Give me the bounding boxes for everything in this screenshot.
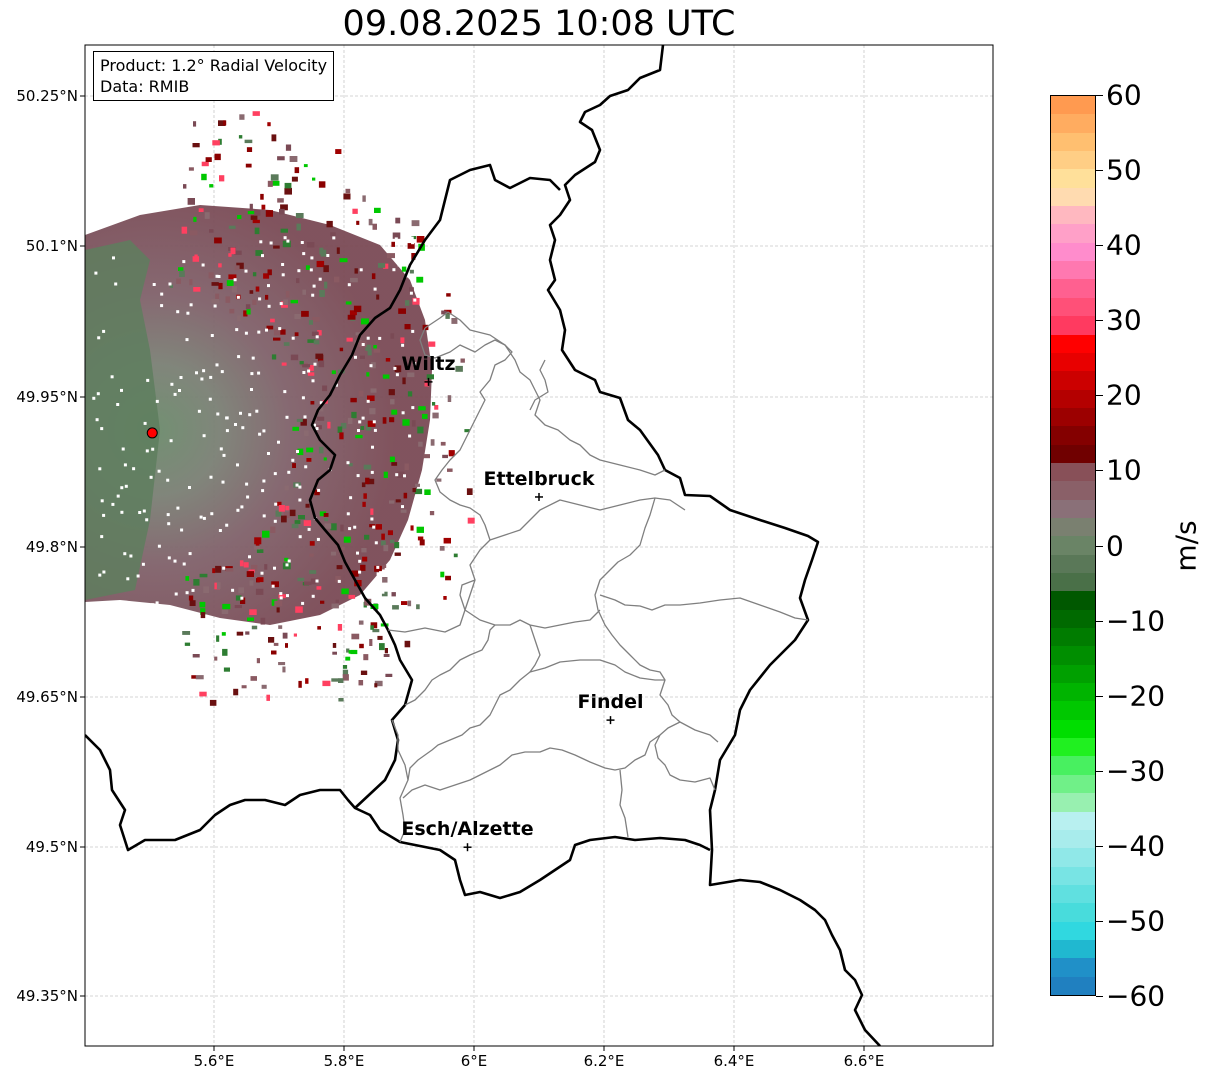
city-marker [606, 716, 615, 725]
city-marker [463, 843, 472, 852]
map-title: 09.08.2025 10:08 UTC [342, 4, 736, 44]
colorbar-tick [1096, 545, 1103, 547]
radar-site-marker [146, 427, 158, 439]
colorbar-tick [1096, 620, 1103, 622]
colorbar-tick-label: −20 [1106, 679, 1166, 713]
colorbar-tick [1096, 170, 1103, 172]
colorbar-tick-label: 60 [1106, 78, 1142, 112]
colorbar-tick [1096, 95, 1103, 96]
colorbar-tick [1096, 695, 1103, 697]
colorbar-tick [1096, 770, 1103, 772]
colorbar-tick [1096, 470, 1103, 472]
colorbar-tick-label: 30 [1106, 303, 1142, 337]
colorbar-tick [1096, 845, 1103, 847]
city-marker [535, 492, 543, 501]
axis-ticks [80, 95, 865, 1051]
lat-tick-label: 49.5°N [25, 838, 78, 856]
colorbar-tick-label: −60 [1106, 979, 1166, 1013]
colorbar-tick-label: 20 [1106, 378, 1142, 412]
lat-tick-label: 49.65°N [16, 688, 78, 706]
colorbar-tick [1096, 996, 1103, 997]
lat-tick-label: 49.95°N [16, 388, 78, 406]
city-marker [424, 377, 433, 386]
city-label: Ettelbruck [483, 467, 595, 490]
lon-tick-label: 6.6°E [843, 1052, 885, 1070]
colorbar-tick-label: −50 [1106, 904, 1166, 938]
lat-tick-label: 49.8°N [25, 538, 78, 556]
colorbar-tick-label: 50 [1106, 153, 1142, 187]
colorbar-tick-label: 10 [1106, 453, 1142, 487]
colorbar-tick [1096, 395, 1103, 397]
colorbar-tick-label: 0 [1106, 529, 1124, 562]
canton-borders [387, 311, 809, 843]
city-label: Wiltz [401, 352, 456, 375]
colorbar-tick-label: −30 [1106, 754, 1166, 788]
lon-tick-label: 5.8°E [323, 1052, 365, 1070]
lat-tick-label: 49.35°N [16, 987, 78, 1005]
lon-tick-label: 6.2°E [583, 1052, 625, 1070]
colorbar-tick-label: −40 [1106, 829, 1166, 863]
colorbar-tick [1096, 245, 1103, 247]
product-info-box: Product: 1.2° Radial Velocity Data: RMIB [93, 51, 335, 101]
radar-velocity-echoes [85, 111, 475, 706]
lat-tick-label: 50.1°N [25, 237, 78, 255]
colorbar-tick-label: −10 [1106, 604, 1166, 638]
lon-tick-label: 6.4°E [713, 1052, 755, 1070]
colorbar [1050, 95, 1096, 996]
data-source-label: Data: RMIB [100, 77, 190, 96]
colorbar-tick [1096, 920, 1103, 922]
product-label: Product: 1.2° Radial Velocity [100, 56, 328, 75]
lat-tick-label: 50.25°N [16, 87, 78, 105]
lon-tick-label: 6°E [460, 1052, 488, 1070]
lon-tick-label: 5.6°E [193, 1052, 235, 1070]
colorbar-unit-label: m/s [1169, 520, 1203, 572]
country-borders [85, 45, 881, 1046]
colorbar-tick-label: 40 [1106, 228, 1142, 262]
city-label: Findel [577, 691, 644, 714]
city-label: Esch/Alzette [401, 818, 534, 841]
city-markers [424, 377, 615, 852]
map-frame [84, 44, 994, 1047]
colorbar-tick [1096, 320, 1103, 322]
